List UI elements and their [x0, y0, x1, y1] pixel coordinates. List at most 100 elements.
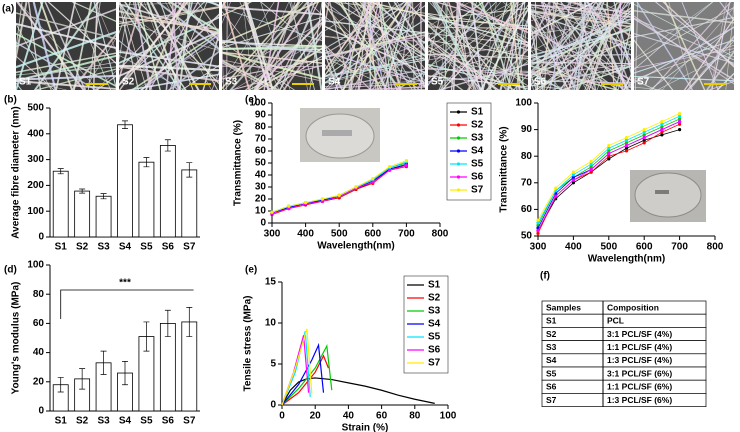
- fibre: [202, 31, 219, 90]
- fibre: [140, 13, 219, 90]
- sem-image: S4: [325, 2, 425, 90]
- fibre: [436, 63, 528, 90]
- fibre: [587, 2, 631, 66]
- marker: [589, 170, 593, 174]
- x-tick-label: S3: [97, 242, 110, 253]
- x-tick-label: S7: [183, 416, 196, 427]
- fibre: [222, 59, 322, 82]
- y-axis-label: Young's modulus (MPa): [11, 282, 22, 395]
- fibre: [531, 10, 570, 90]
- fibre: [441, 2, 526, 90]
- fibre: [487, 2, 518, 90]
- fibre: [325, 16, 421, 90]
- legend-label: S3: [471, 133, 484, 144]
- fibre: [222, 16, 322, 48]
- marker: [607, 154, 611, 158]
- fibre: [606, 2, 615, 90]
- y-tick-label: 70: [521, 177, 533, 188]
- fibre: [444, 2, 448, 90]
- marker: [554, 194, 558, 198]
- error-bar: [100, 350, 107, 375]
- legend-marker: [456, 136, 461, 140]
- fibre: [650, 2, 732, 90]
- marker: [536, 221, 540, 225]
- marker: [678, 117, 682, 121]
- fibre: [429, 2, 509, 90]
- error-bar: [186, 306, 193, 337]
- error-bar: [79, 368, 86, 390]
- fibre: [510, 2, 521, 90]
- legend-label: S1: [471, 107, 484, 118]
- inset-photo: [300, 108, 380, 162]
- x-axis-label: Wavelength(nm): [588, 254, 665, 265]
- fibre: [222, 2, 227, 9]
- fibre: [137, 2, 161, 90]
- fibre: [139, 33, 219, 90]
- fibre: [598, 2, 631, 18]
- fibre: [567, 2, 593, 90]
- fibre: [349, 2, 373, 90]
- fibre: [370, 2, 402, 90]
- fibre: [167, 2, 219, 90]
- marker: [536, 229, 540, 233]
- fibre: [451, 2, 460, 90]
- fibre: [206, 2, 219, 7]
- fibre: [28, 2, 42, 90]
- marker: [660, 120, 664, 124]
- x-tick-label: S5: [140, 242, 153, 253]
- fibre: [531, 71, 564, 90]
- fibre: [340, 2, 388, 90]
- marker: [642, 141, 646, 145]
- legend-label: S7: [471, 185, 484, 196]
- marker: [607, 149, 611, 153]
- fibre: [434, 2, 528, 31]
- sem-image: S1: [16, 2, 116, 90]
- fibre: [456, 2, 481, 90]
- fibre: [354, 2, 425, 57]
- table-header-cell: Composition: [607, 302, 659, 312]
- fibre: [119, 20, 219, 51]
- fibre: [716, 72, 734, 90]
- fibre: [634, 79, 658, 90]
- sem-texture: [531, 2, 631, 90]
- fibre: [531, 2, 573, 41]
- x-tick-label: 700: [671, 242, 688, 253]
- legend-marker: [456, 149, 461, 153]
- fibre: [16, 2, 85, 90]
- fibre: [431, 2, 480, 90]
- fibre: [428, 18, 528, 27]
- fibre: [681, 2, 719, 90]
- fibre: [428, 54, 528, 80]
- fibre: [619, 2, 623, 90]
- fibre: [16, 80, 116, 90]
- fibre: [222, 2, 227, 9]
- fibre: [398, 2, 412, 90]
- fibre: [267, 55, 322, 90]
- fibre: [16, 2, 44, 90]
- fibre: [325, 2, 381, 76]
- fibre: [648, 26, 734, 90]
- fibre: [615, 2, 631, 4]
- error-bar: [79, 188, 86, 194]
- fibre: [560, 2, 631, 89]
- fibre: [531, 79, 573, 90]
- y-tick-label: 80: [521, 151, 533, 162]
- image-label: S4: [328, 77, 341, 88]
- fibre: [485, 48, 528, 90]
- fibre: [428, 20, 528, 87]
- x-tick-label: 300: [264, 229, 281, 240]
- fibre: [507, 19, 528, 90]
- fibre: [144, 2, 186, 90]
- fibre: [222, 45, 322, 51]
- marker: [642, 130, 646, 134]
- fibre: [381, 2, 393, 90]
- marker: [388, 165, 392, 169]
- y-tick-label: 20: [255, 194, 267, 205]
- fibre: [325, 2, 370, 32]
- fibre: [55, 2, 76, 90]
- marker: [571, 175, 576, 180]
- fibre: [71, 2, 116, 22]
- fibre: [565, 2, 631, 16]
- fibre: [683, 17, 734, 90]
- y-tick-label: 50: [521, 231, 533, 242]
